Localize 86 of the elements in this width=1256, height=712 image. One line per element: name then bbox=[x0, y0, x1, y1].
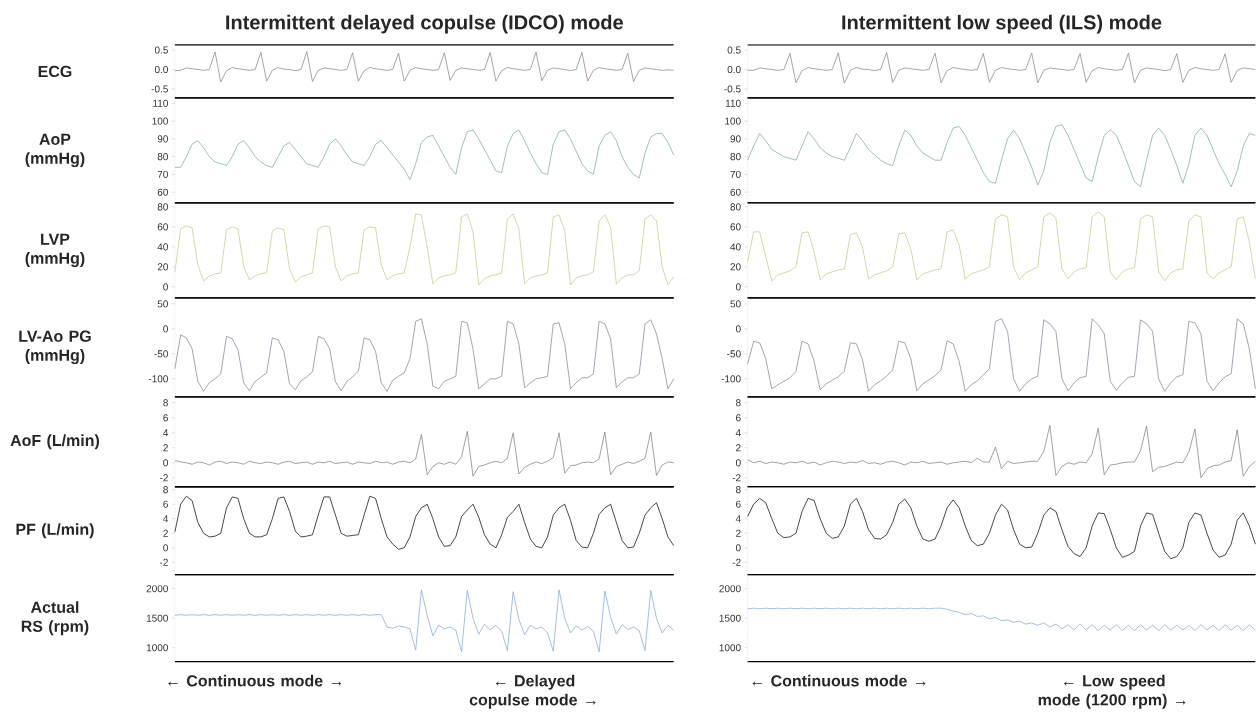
y-tick-label: 90 bbox=[157, 135, 168, 143]
y-tick-label: 110 bbox=[153, 99, 168, 107]
y-tick-label: 1500 bbox=[719, 614, 741, 622]
y-tick-label: 80 bbox=[730, 153, 741, 161]
chart-title: Intermittent low speed (ILS) mode bbox=[842, 14, 1162, 34]
y-tick-label: -50 bbox=[154, 350, 168, 358]
y-tick-label: 0 bbox=[163, 283, 168, 291]
y-tick-label: 60 bbox=[157, 223, 168, 231]
y-axis-title: LVP (mmHg) bbox=[25, 233, 85, 268]
y-tick-label: 60 bbox=[730, 188, 741, 196]
y-tick-label: 2000 bbox=[146, 585, 168, 593]
y-tick-label: 0 bbox=[163, 544, 168, 552]
y-tick-label: 60 bbox=[730, 223, 741, 231]
line-series bbox=[174, 213, 675, 286]
y-tick-label: 8 bbox=[163, 399, 168, 407]
y-tick-label: 20 bbox=[730, 263, 741, 271]
chart-title: Intermittent delayed copulse (IDCO) mode bbox=[226, 14, 623, 34]
y-tick-label: 90 bbox=[730, 135, 741, 143]
y-tick-label: 0 bbox=[163, 459, 168, 467]
y-tick-label: 0.0 bbox=[154, 65, 168, 74]
y-tick-label: 1500 bbox=[146, 614, 168, 622]
y-tick-label: 0 bbox=[163, 325, 168, 333]
text: ← Low speed mode (1200 rpm) → bbox=[1038, 674, 1186, 709]
y-axis-title: Actual RS (rpm) bbox=[21, 601, 89, 636]
y-tick-label: 0 bbox=[735, 283, 741, 291]
line-series bbox=[174, 589, 675, 653]
y-tick-label: 50 bbox=[157, 300, 168, 308]
y-tick-label: -100 bbox=[721, 375, 741, 383]
y-tick-label: 50 bbox=[730, 300, 741, 308]
y-tick-label: -2 bbox=[732, 558, 741, 566]
y-tick-label: 80 bbox=[157, 153, 168, 161]
y-tick-label: 0.0 bbox=[727, 65, 741, 74]
y-tick-label: 2 bbox=[163, 529, 168, 537]
y-tick-label: 0 bbox=[735, 325, 741, 333]
y-tick-label: 4 bbox=[735, 515, 741, 523]
y-tick-label: 2 bbox=[163, 444, 168, 452]
y-tick-label: 8 bbox=[163, 486, 168, 494]
text: ← Continuous mode → bbox=[752, 674, 926, 687]
y-tick-label: 4 bbox=[163, 429, 169, 437]
y-axis-title: ECG bbox=[38, 65, 72, 78]
y-tick-label: 110 bbox=[725, 99, 741, 107]
line-series bbox=[747, 607, 1256, 632]
y-axis-title: LV-Ao PG (mmHg) bbox=[19, 330, 91, 365]
y-axis-title: PF (L/min) bbox=[16, 523, 94, 539]
y-tick-label: 1000 bbox=[719, 644, 741, 652]
y-tick-label: 6 bbox=[736, 414, 741, 422]
y-tick-label: 0.5 bbox=[154, 46, 168, 54]
y-tick-label: 100 bbox=[152, 117, 168, 125]
y-tick-label: -100 bbox=[148, 375, 168, 383]
y-tick-label: 6 bbox=[163, 500, 168, 508]
y-axis-title: AoP (mmHg) bbox=[25, 133, 85, 168]
y-tick-label: -2 bbox=[159, 558, 168, 566]
y-tick-label: 70 bbox=[157, 170, 168, 178]
y-tick-label: 2 bbox=[736, 444, 741, 452]
line-series bbox=[747, 318, 1256, 392]
y-tick-label: 8 bbox=[735, 399, 741, 407]
y-tick-label: 20 bbox=[157, 263, 168, 271]
y-axis-title: AoF (L/min) bbox=[10, 434, 100, 450]
y-tick-label: 6 bbox=[736, 500, 741, 508]
y-tick-label: 70 bbox=[730, 170, 741, 178]
line-series bbox=[174, 318, 675, 392]
line-series bbox=[174, 430, 675, 477]
y-tick-label: 80 bbox=[730, 203, 741, 211]
y-tick-label: 40 bbox=[730, 243, 741, 251]
y-tick-label: 80 bbox=[157, 203, 168, 211]
y-tick-label: 2000 bbox=[719, 585, 741, 593]
line-series bbox=[747, 497, 1256, 560]
y-tick-label: 0 bbox=[735, 544, 741, 552]
y-tick-label: 0 bbox=[735, 459, 741, 467]
y-tick-label: 100 bbox=[725, 117, 741, 125]
y-tick-label: 4 bbox=[735, 429, 741, 437]
y-tick-label: -0.5 bbox=[724, 85, 741, 93]
y-tick-label: 40 bbox=[157, 243, 168, 251]
y-tick-label: 6 bbox=[163, 414, 168, 422]
y-tick-label: 60 bbox=[157, 188, 168, 196]
y-tick-label: 4 bbox=[163, 515, 169, 523]
text: ← Continuous mode → bbox=[168, 674, 342, 687]
y-tick-label: -2 bbox=[159, 474, 168, 482]
y-tick-label: 0.5 bbox=[727, 46, 741, 54]
y-tick-label: -0.5 bbox=[151, 85, 168, 93]
y-tick-label: 2 bbox=[736, 529, 741, 537]
y-tick-label: -50 bbox=[727, 350, 741, 358]
y-tick-label: 1000 bbox=[146, 644, 168, 652]
y-tick-label: 8 bbox=[735, 486, 741, 494]
text: ← Delayed copulse mode → bbox=[469, 674, 596, 709]
y-tick-label: -2 bbox=[732, 474, 741, 482]
